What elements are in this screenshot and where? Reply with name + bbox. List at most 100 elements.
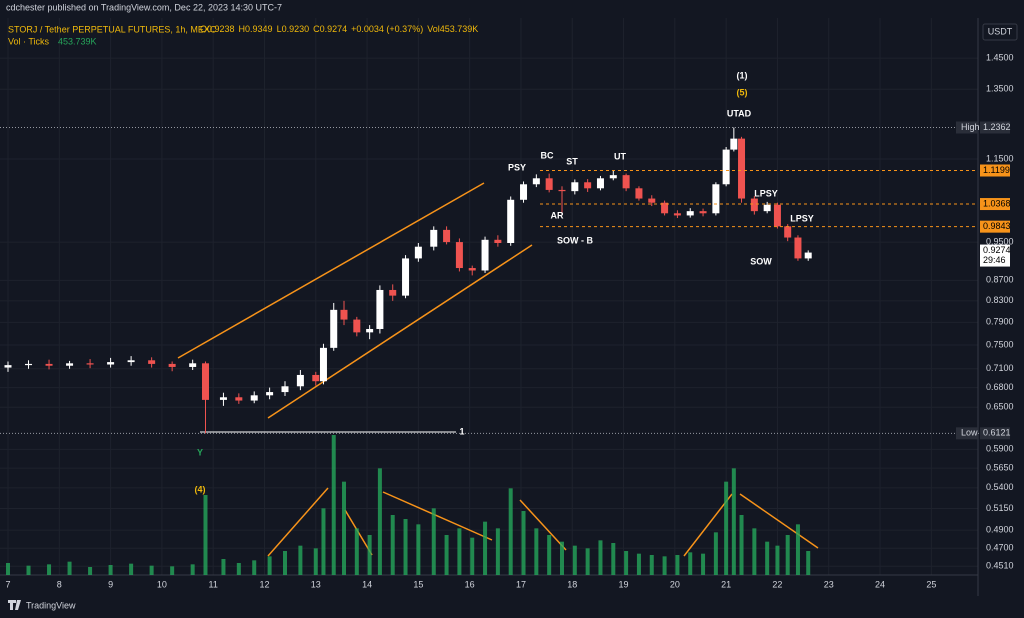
body — [235, 397, 243, 401]
volume-bar — [775, 545, 780, 575]
footer-brand: TradingView — [26, 600, 76, 610]
annotation: SOW — [750, 256, 772, 266]
body — [773, 204, 781, 227]
trend — [739, 493, 819, 549]
body — [266, 392, 274, 396]
body — [455, 242, 463, 269]
volume-bar — [444, 535, 449, 575]
publisher: cdchester published on TradingView.com, … — [6, 2, 282, 12]
body — [353, 319, 361, 333]
volume-bar — [267, 556, 272, 575]
currency[interactable]: USDT — [988, 26, 1013, 36]
body — [389, 289, 397, 296]
y-tick-label: 0.5900 — [986, 444, 1014, 454]
body — [673, 213, 681, 216]
body — [699, 211, 707, 214]
x-tick-label: 15 — [413, 579, 423, 589]
volume-legend-value: 453.739K — [58, 36, 97, 46]
extreme-value-box — [980, 427, 1010, 440]
annotation: (5) — [737, 87, 748, 97]
volume-bar — [26, 565, 31, 575]
x-tick-label: 11 — [209, 579, 218, 589]
volume-bar — [377, 468, 382, 575]
volume-bar — [47, 564, 52, 575]
volume-bar — [431, 508, 436, 575]
channel-upper — [177, 182, 485, 359]
volume-bar — [508, 488, 513, 575]
ohlc-item: H0.9349 — [239, 24, 273, 34]
body — [376, 289, 384, 329]
annotation: UTAD — [727, 108, 752, 118]
annotation: ST — [566, 156, 578, 166]
x-tick-label: 24 — [875, 579, 885, 589]
body — [468, 268, 476, 271]
volume-bar — [701, 553, 706, 575]
logo — [8, 600, 21, 610]
volume-bar — [6, 563, 11, 575]
volume-bar — [662, 556, 667, 575]
body — [168, 363, 176, 367]
body — [532, 178, 540, 185]
volume-bar — [521, 511, 526, 575]
y-tick-label: 1.4500 — [986, 52, 1014, 62]
volume-bar — [795, 524, 800, 575]
body — [784, 226, 792, 238]
body — [25, 363, 33, 366]
volume-bar — [765, 541, 770, 575]
volume-bar — [636, 553, 641, 575]
volume-bar — [129, 563, 134, 575]
x-tick-label: 10 — [157, 579, 167, 589]
x-tick-label: 16 — [465, 579, 475, 589]
body — [481, 239, 489, 271]
x-tick-label: 9 — [108, 579, 113, 589]
body — [148, 360, 156, 364]
body — [366, 328, 374, 333]
level-box — [980, 164, 1010, 177]
body — [635, 188, 643, 199]
y-tick-label: 0.8300 — [986, 295, 1014, 305]
x-tick-label: 23 — [824, 579, 834, 589]
volume-bar — [495, 528, 500, 575]
x-tick-label: 7 — [5, 579, 10, 589]
volume-bar — [731, 468, 736, 575]
volume-bar — [282, 551, 287, 575]
volume-bar — [547, 535, 552, 575]
x-tick-label: 22 — [772, 579, 782, 589]
body — [319, 347, 327, 382]
y-tick-label: 0.4510 — [986, 561, 1014, 571]
volume-bar — [585, 548, 590, 575]
x-tick-label: 13 — [311, 579, 321, 589]
body — [107, 362, 115, 365]
volume-legend-name: Vol · Ticks — [8, 36, 50, 46]
body — [127, 360, 135, 363]
y-tick-label: 0.9500 — [986, 236, 1014, 246]
extreme-value: 0.6121 — [983, 428, 1011, 438]
x-tick-label: 12 — [259, 579, 269, 589]
volume-bar — [354, 528, 359, 575]
level-label: 1.1199 — [983, 165, 1010, 175]
x-tick-label: 8 — [57, 579, 62, 589]
currency-box[interactable] — [982, 23, 1018, 41]
volume-bar — [688, 552, 693, 575]
trend — [519, 499, 567, 551]
x-tick-label: 19 — [619, 579, 629, 589]
body — [609, 175, 617, 179]
last-price: 0.9274 — [983, 245, 1011, 255]
x-tick-label: 14 — [362, 579, 372, 589]
x-tick-label: 17 — [516, 579, 526, 589]
volume-bar — [739, 515, 744, 575]
volume-bar — [190, 564, 195, 575]
volume-bar — [713, 532, 718, 575]
volume-trends — [267, 487, 819, 557]
level-label: 1.0368 — [983, 198, 1011, 208]
y-tick-label: 1.1500 — [986, 153, 1014, 163]
y-tick-label: 0.5650 — [986, 463, 1014, 473]
x-tick-label: 21 — [721, 579, 731, 589]
volume-bar — [341, 481, 346, 575]
annotation: BC — [541, 150, 554, 160]
y-tick-label: 0.4700 — [986, 543, 1014, 553]
volume-bar — [170, 566, 175, 575]
annotation: 1 — [459, 426, 464, 436]
